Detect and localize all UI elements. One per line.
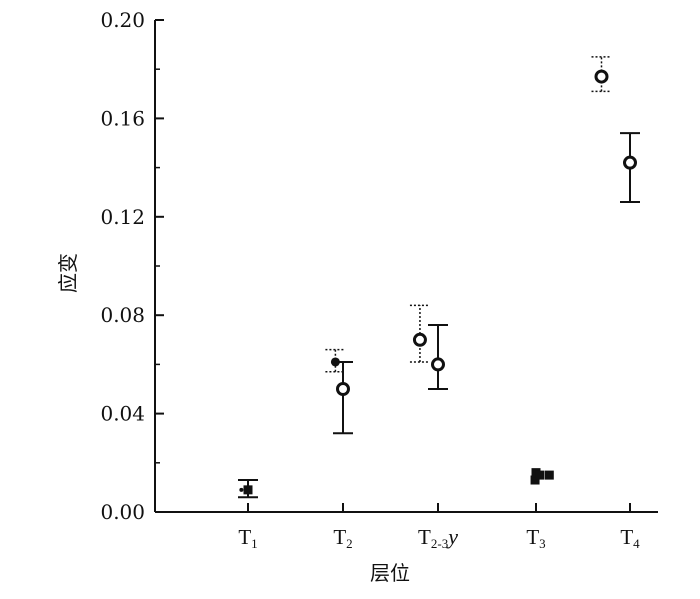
data-points (238, 56, 640, 499)
y-tick-label: 0.08 (100, 303, 145, 327)
y-tick-label: 0.04 (100, 402, 145, 426)
data-point (591, 56, 612, 93)
y-ticks: 0.00 0.04 0.08 0.12 0.16 0.20 (100, 8, 164, 524)
data-point (530, 475, 540, 485)
x-tick-label: T4 (620, 525, 640, 551)
x-tick-label: T1 (238, 525, 257, 551)
y-tick-label: 0.20 (100, 8, 145, 32)
data-point (333, 360, 353, 435)
data-point (620, 132, 640, 204)
open-circle-marker (431, 357, 445, 372)
data-point (544, 470, 554, 480)
y-axis-label: 应变 (56, 253, 80, 293)
y-tick-label: 0.00 (100, 500, 145, 524)
y-tick-label: 0.12 (100, 205, 145, 229)
open-circle-marker (412, 332, 427, 347)
small-dot-marker (239, 487, 244, 492)
filled-square-marker (544, 470, 554, 480)
x-ticks: T1 T2 T2-3y T3 T4 (238, 503, 640, 551)
filled-square-marker (243, 485, 253, 495)
filled-square-marker (535, 470, 545, 480)
open-circle-marker (594, 69, 609, 84)
data-point (238, 479, 258, 499)
x-tick-label: T2 (333, 525, 352, 551)
x-tick-label: T3 (526, 525, 545, 551)
data-point (409, 304, 430, 363)
open-circle-marker (623, 155, 637, 170)
open-circle-marker (336, 382, 350, 396)
axes (154, 20, 658, 513)
filled-square-marker (530, 475, 540, 485)
data-point (428, 324, 448, 390)
x-axis-label: 层位 (370, 561, 410, 585)
data-point (535, 470, 545, 480)
x-tick-label: T2-3y (418, 524, 458, 551)
data-point (239, 487, 244, 492)
y-tick-label: 0.16 (100, 106, 145, 130)
